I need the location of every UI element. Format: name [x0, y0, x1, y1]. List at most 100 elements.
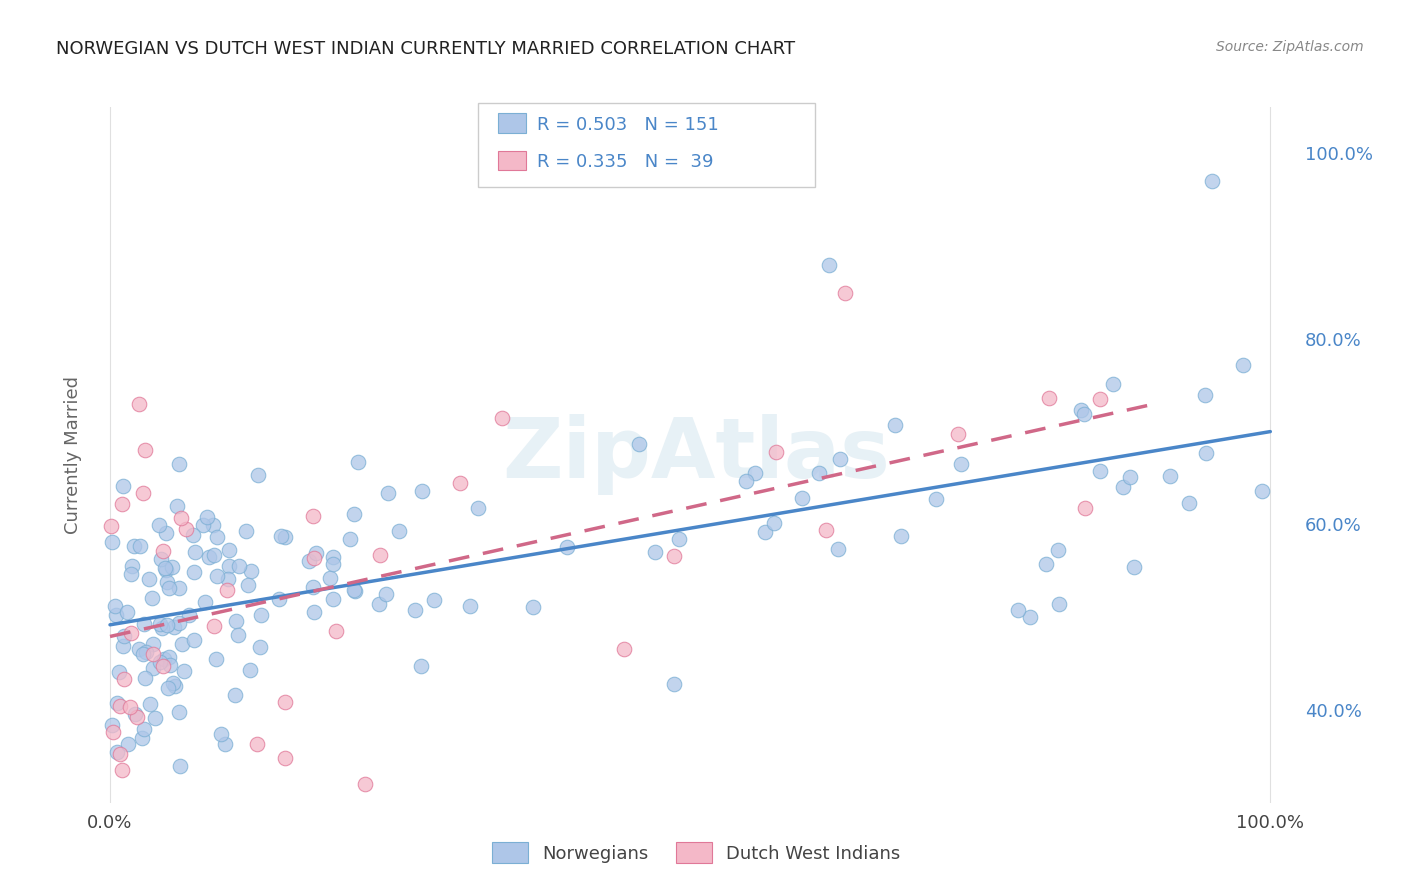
Point — [204, 652, 226, 666]
Point — [134, 617, 156, 632]
Point — [225, 614, 247, 628]
Point — [644, 545, 666, 559]
Point — [162, 675, 184, 690]
Point — [156, 575, 179, 590]
Point — [238, 578, 260, 592]
Point — [302, 508, 325, 523]
Point — [460, 599, 482, 614]
Point — [194, 595, 217, 609]
Point — [111, 763, 134, 777]
Point — [108, 698, 131, 713]
Point — [411, 659, 433, 673]
Point — [404, 603, 426, 617]
Point — [209, 727, 232, 741]
Point — [834, 285, 856, 300]
Point — [354, 777, 377, 791]
Point — [159, 658, 181, 673]
Point — [1178, 496, 1201, 510]
Text: NORWEGIAN VS DUTCH WEST INDIAN CURRENTLY MARRIED CORRELATION CHART: NORWEGIAN VS DUTCH WEST INDIAN CURRENTLY… — [56, 40, 796, 58]
Point — [218, 543, 240, 558]
Point — [112, 672, 135, 686]
Point — [157, 650, 180, 665]
Point — [1201, 174, 1223, 188]
Point — [142, 647, 165, 661]
Point — [149, 616, 172, 631]
Point — [377, 486, 399, 500]
Text: ZipAtlas: ZipAtlas — [502, 415, 890, 495]
Point — [949, 458, 972, 472]
Point — [149, 655, 172, 669]
Point — [239, 564, 262, 578]
Point — [754, 524, 776, 539]
Point — [156, 617, 179, 632]
Point — [946, 427, 969, 442]
Point — [139, 697, 162, 711]
Point — [1038, 391, 1060, 405]
Point — [134, 443, 156, 458]
Point — [184, 545, 207, 559]
Point — [167, 705, 190, 719]
Point — [555, 540, 578, 554]
Point — [235, 524, 257, 539]
Point — [228, 558, 250, 573]
Point — [128, 397, 150, 411]
Point — [1232, 358, 1254, 372]
Point — [167, 457, 190, 471]
Point — [202, 548, 225, 562]
Text: R = 0.503   N = 151: R = 0.503 N = 151 — [537, 116, 718, 134]
Point — [1194, 387, 1216, 401]
Point — [132, 647, 155, 661]
Point — [273, 751, 295, 765]
Point — [226, 628, 249, 642]
Point — [343, 582, 366, 597]
Point — [153, 561, 176, 575]
Point — [104, 599, 127, 614]
Point — [218, 558, 240, 573]
Point — [807, 466, 830, 480]
Point — [449, 476, 471, 491]
Point — [491, 410, 513, 425]
Point — [215, 582, 238, 597]
Point — [246, 738, 269, 752]
Point — [925, 492, 948, 507]
Point — [423, 593, 446, 607]
Point — [302, 605, 325, 619]
Text: R = 0.335   N =  39: R = 0.335 N = 39 — [537, 153, 713, 171]
Point — [152, 544, 174, 558]
Point — [883, 417, 905, 432]
Point — [138, 572, 160, 586]
Point — [522, 599, 544, 614]
Point — [134, 723, 156, 737]
Point — [250, 608, 273, 623]
Point — [370, 548, 392, 562]
Point — [183, 566, 205, 580]
Point — [115, 605, 138, 619]
Point — [173, 665, 195, 679]
Point — [374, 586, 396, 600]
Point — [1112, 480, 1135, 494]
Point — [120, 566, 142, 581]
Point — [111, 497, 134, 511]
Point — [322, 549, 344, 564]
Point — [131, 731, 153, 745]
Point — [301, 580, 323, 594]
Point — [1088, 392, 1111, 407]
Point — [1119, 469, 1142, 483]
Point — [160, 560, 183, 574]
Point — [100, 519, 122, 533]
Point — [304, 551, 326, 566]
Point — [207, 568, 229, 582]
Point — [156, 681, 179, 695]
Point — [141, 591, 163, 605]
Point — [1073, 407, 1095, 421]
Point — [163, 620, 186, 634]
Point — [343, 584, 366, 599]
Point — [827, 541, 849, 556]
Point — [152, 658, 174, 673]
Point — [818, 258, 841, 272]
Point — [1251, 483, 1274, 498]
Point — [150, 621, 173, 635]
Point — [662, 677, 685, 691]
Point — [112, 479, 135, 493]
Point — [1047, 543, 1070, 558]
